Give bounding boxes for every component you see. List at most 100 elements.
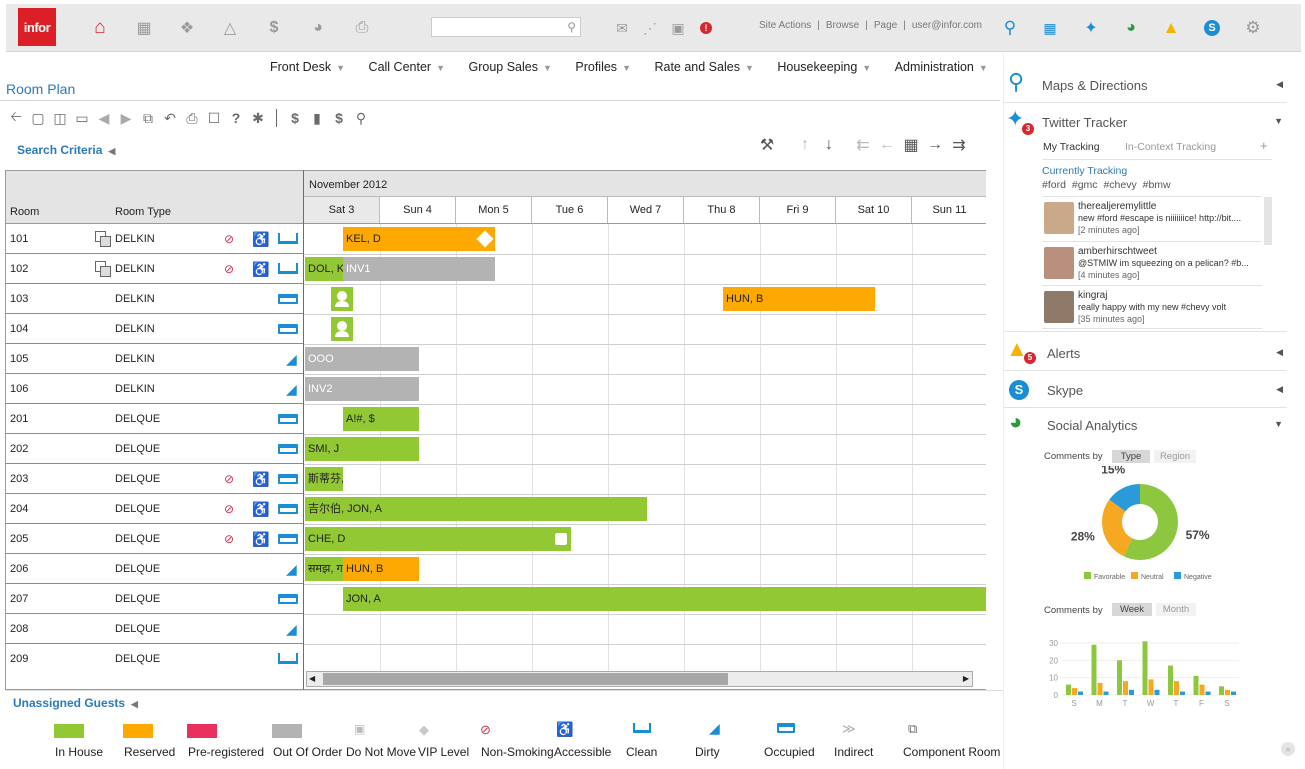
add-tracking-button[interactable]: + <box>1260 138 1268 153</box>
copy-icon[interactable]: ⧉ <box>143 109 153 126</box>
expand-panel-icon[interactable]: » <box>1281 742 1295 756</box>
day-header[interactable]: Wed 7 <box>608 197 684 223</box>
collapse-icon[interactable]: ◀ <box>1276 79 1283 89</box>
guest-tile[interactable] <box>331 287 353 311</box>
reservation-bar[interactable]: JON, A <box>343 587 986 611</box>
menu-administration[interactable]: Administration ▼ <box>894 60 988 74</box>
room-column-header[interactable]: Room <box>10 206 40 218</box>
save-icon[interactable]: ▢ <box>31 109 45 126</box>
lab-icon[interactable]: △ <box>223 20 237 37</box>
maps-directions-header[interactable]: ⚲ Maps & Directions ◀ <box>1004 67 1287 103</box>
search-folio-icon[interactable]: ⚲ <box>355 109 367 126</box>
folio-icon[interactable]: ▮ <box>313 109 321 126</box>
tweet-item[interactable]: amberhirschtweet @STMIW im squeezing on … <box>1042 241 1262 285</box>
tracking-tags[interactable]: #ford #gmc #chevy #bmw <box>1042 179 1171 191</box>
scroll-left-icon[interactable]: ◀ <box>309 674 316 683</box>
tweet-item[interactable]: therealjeremylittle new #ford #escape is… <box>1042 196 1262 240</box>
room-row[interactable]: 205 DELQUE ⊘ ♿ <box>6 524 303 554</box>
delete-icon[interactable]: ▭ <box>75 109 89 126</box>
previous-icon[interactable]: ◀ <box>98 109 110 126</box>
reservation-bar[interactable]: KEL, D <box>343 227 495 251</box>
new-doc-icon[interactable]: ◫ <box>53 109 67 126</box>
pin-icon[interactable]: ✱ <box>252 109 264 126</box>
menu-rate-and-sales[interactable]: Rate and Sales ▼ <box>654 60 754 74</box>
social-analytics-header[interactable]: ◕ Social Analytics ▼ <box>1004 407 1287 443</box>
room-row[interactable]: 106 DELKIN ◢ <box>6 374 303 404</box>
billing-icon[interactable]: $ <box>291 110 299 126</box>
collapse-icon[interactable]: ◀ <box>1276 384 1283 394</box>
day-header[interactable]: Tue 6 <box>532 197 608 223</box>
next-day-icon[interactable]: → <box>927 136 943 153</box>
reservation-bar[interactable]: समझ, ग <box>305 557 343 581</box>
menu-housekeeping[interactable]: Housekeeping ▼ <box>777 60 872 74</box>
day-header[interactable]: Mon 5 <box>456 197 532 223</box>
print-icon[interactable]: ⎙ <box>186 109 198 126</box>
segment-week[interactable]: Week <box>1112 603 1152 616</box>
reservation-bar[interactable]: 斯蒂芬, <box>305 467 343 491</box>
home-icon[interactable]: ⌂ <box>94 17 106 38</box>
help-icon[interactable]: ? <box>231 110 241 126</box>
reservation-bar[interactable]: HUN, B <box>723 287 875 311</box>
reservation-bar[interactable]: A!#, $ <box>343 407 419 431</box>
segment-month[interactable]: Month <box>1156 603 1196 616</box>
segment-region[interactable]: Region <box>1154 450 1196 463</box>
expand-icon[interactable]: ▼ <box>1274 116 1283 126</box>
out-of-order-bar[interactable]: OOO <box>305 347 419 371</box>
alerts-header[interactable]: ▲ 5 Alerts ◀ <box>1004 335 1287 371</box>
room-row[interactable]: 208 DELQUE ◢ <box>6 614 303 644</box>
menu-call-center[interactable]: Call Center ▼ <box>368 60 445 74</box>
scroll-thumb[interactable] <box>323 673 728 685</box>
search-field[interactable]: ⚲ <box>431 17 581 37</box>
room-row[interactable]: 104 DELKIN <box>6 314 303 344</box>
guest-tile[interactable] <box>331 317 353 341</box>
room-row[interactable]: 203 DELQUE ⊘ ♿ <box>6 464 303 494</box>
inventory-bar[interactable]: INV1 <box>343 257 495 281</box>
day-header[interactable]: Thu 8 <box>684 197 760 223</box>
search-criteria-toggle[interactable]: Search Criteria ◀ <box>17 143 116 157</box>
first-page-icon[interactable]: ⇇ <box>856 137 870 154</box>
infor-logo[interactable]: infor <box>18 8 56 46</box>
twitter-tracker-header[interactable]: ✦ 3 Twitter Tracker ▼ <box>1004 104 1287 140</box>
next-icon[interactable]: ▶ <box>120 109 132 126</box>
alert-icon[interactable]: ! <box>696 18 716 38</box>
collapse-icon[interactable]: ◀ <box>1276 347 1283 357</box>
reservation-bar[interactable]: CHE, D <box>305 527 571 551</box>
tab-in-context-tracking[interactable]: In-Context Tracking <box>1125 141 1217 153</box>
back-icon[interactable]: 🡠 <box>10 108 22 124</box>
tweet-item[interactable]: kingraj really happy with my new #chevy … <box>1042 285 1262 329</box>
day-header[interactable]: Fri 9 <box>760 197 836 223</box>
reservation-bar[interactable]: SMI, J <box>305 437 419 461</box>
room-row[interactable]: 103 DELKIN <box>6 284 303 314</box>
skype-header[interactable]: S Skype ◀ <box>1004 372 1287 408</box>
scroll-right-icon[interactable]: ▶ <box>962 674 969 683</box>
room-row[interactable]: 206 DELQUE ◢ <box>6 554 303 584</box>
day-header[interactable]: Sun 4 <box>380 197 456 223</box>
sort-up-icon[interactable]: ↑ <box>801 136 809 153</box>
unassigned-guests-toggle[interactable]: Unassigned Guests ◀ <box>13 696 138 710</box>
last-page-icon[interactable]: ⇉ <box>952 137 966 154</box>
room-row[interactable]: 102 DELKIN ⊘ ♿ <box>6 254 303 284</box>
mail-icon[interactable]: ✉ <box>616 19 628 36</box>
dollar-doc-icon[interactable]: $ <box>269 19 279 36</box>
warning-icon[interactable]: ▲ <box>1162 18 1180 37</box>
box-icon[interactable]: ❖ <box>179 20 195 37</box>
segment-type[interactable]: Type <box>1112 450 1150 463</box>
room-row[interactable]: 201 DELQUE <box>6 404 303 434</box>
day-header[interactable]: Sun 11 <box>912 197 986 223</box>
tab-my-tracking[interactable]: My Tracking <box>1043 141 1100 153</box>
browse-link[interactable]: Browse <box>825 20 860 31</box>
skype-icon[interactable]: S <box>1202 18 1222 38</box>
horizontal-scrollbar[interactable]: ◀ ▶ <box>306 671 973 687</box>
undo-icon[interactable]: ↶ <box>164 109 176 126</box>
tweets-scrollbar[interactable] <box>1264 197 1272 245</box>
chat-icon[interactable]: ▣ <box>671 19 685 36</box>
payment-icon[interactable]: $ <box>335 110 343 126</box>
room-row[interactable]: 202 DELQUE <box>6 434 303 464</box>
reservation-bar[interactable]: 吉尔伯, JON, A <box>305 497 647 521</box>
settings-icon[interactable]: ⚙ <box>1245 18 1261 37</box>
user-link[interactable]: user@infor.com <box>911 20 982 31</box>
file-icon[interactable]: ⎙ <box>355 19 369 36</box>
calendar-icon[interactable]: ▦ <box>903 137 919 154</box>
bar-chart-icon[interactable]: ▦ <box>1043 19 1057 36</box>
room-row[interactable]: 207 DELQUE <box>6 584 303 614</box>
